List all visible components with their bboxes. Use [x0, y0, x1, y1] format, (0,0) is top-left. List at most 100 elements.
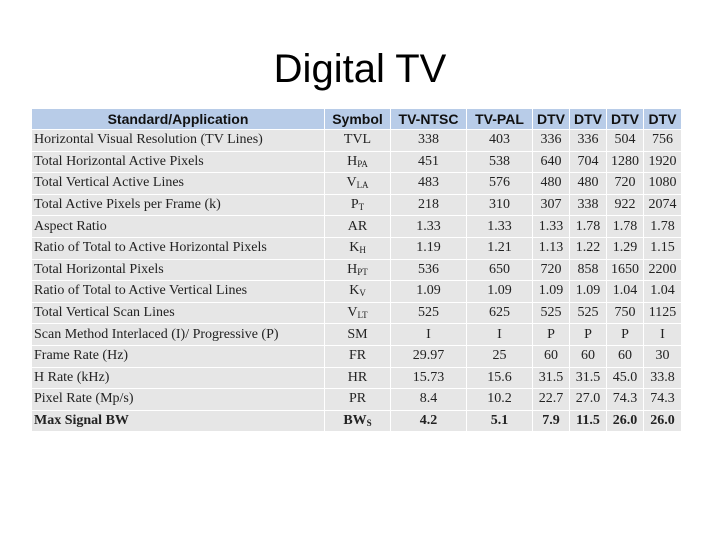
row-symbol: VLT — [325, 302, 390, 324]
symbol-text: H — [347, 153, 358, 169]
row-value: 720 — [607, 173, 643, 194]
row-value: 640 — [533, 151, 569, 173]
table-row: Pixel Rate (Mp/s) PR 8.4 10.2 22.7 27.0 74.3 74… — [32, 389, 681, 410]
symbol-text: FR — [348, 348, 367, 364]
row-value: 756 — [644, 130, 681, 151]
row-symbol: BWS — [325, 410, 390, 432]
row-value: 1.33 — [391, 216, 466, 237]
row-value: 704 — [570, 151, 606, 173]
row-symbol: FR — [325, 345, 390, 367]
row-value: 538 — [467, 151, 532, 173]
row-symbol: HPT — [325, 259, 390, 281]
row-value: 536 — [391, 259, 466, 281]
row-value: 1.78 — [570, 216, 606, 237]
row-value: 336 — [570, 130, 606, 151]
row-value: 1.13 — [533, 237, 569, 259]
symbol-subscript: PA — [357, 158, 368, 169]
table-body: Horizontal Visual Resolution (TV Lines) T… — [32, 130, 681, 432]
row-value: 307 — [533, 194, 569, 216]
row-value: 1.04 — [607, 281, 643, 302]
row-value: 1.33 — [533, 216, 569, 237]
row-value: 5.1 — [467, 410, 532, 432]
row-label: Max Signal BW — [32, 410, 324, 432]
row-value: 74.3 — [644, 389, 681, 410]
row-value: 218 — [391, 194, 466, 216]
row-value: 60 — [533, 345, 569, 367]
row-value: 922 — [607, 194, 643, 216]
symbol-subscript: LT — [357, 310, 368, 321]
row-value: 8.4 — [391, 389, 466, 410]
row-label: Total Vertical Active Lines — [32, 173, 324, 194]
row-value: 480 — [570, 173, 606, 194]
row-value: 625 — [467, 302, 532, 324]
row-value: 60 — [570, 345, 606, 367]
row-value: 1080 — [644, 173, 681, 194]
row-value: 1.78 — [607, 216, 643, 237]
symbol-subscript: V — [359, 288, 366, 299]
header-dtv-1: DTV — [533, 109, 569, 129]
table-row: Max Signal BW BWS 4.2 5.1 7.9 11.5 26.0 26.0 — [32, 410, 681, 432]
row-value: 7.9 — [533, 410, 569, 432]
row-label: Total Horizontal Pixels — [32, 259, 324, 281]
row-symbol: SM — [325, 324, 390, 345]
table-row: Total Horizontal Active Pixels HPA 451 538 6… — [32, 151, 681, 173]
row-value: 1.09 — [391, 281, 466, 302]
row-label: H Rate (kHz) — [32, 367, 324, 389]
header-dtv-4: DTV — [644, 109, 681, 129]
row-value: 336 — [533, 130, 569, 151]
symbol-subscript: T — [358, 202, 365, 213]
row-value: 1.22 — [570, 237, 606, 259]
row-value: 26.0 — [607, 410, 643, 432]
symbol-text: PR — [348, 391, 367, 407]
row-value: 1.19 — [391, 237, 466, 259]
table-header-row: Standard/Application Symbol TV-NTSC TV-P… — [32, 109, 681, 129]
symbol-subscript: S — [366, 418, 372, 429]
symbol-text: K — [349, 283, 360, 299]
row-value: 25 — [467, 345, 532, 367]
row-value: 338 — [391, 130, 466, 151]
row-value: 60 — [607, 345, 643, 367]
header-standard: Standard/Application — [32, 109, 324, 129]
row-value: 576 — [467, 173, 532, 194]
row-value: 45.0 — [607, 367, 643, 389]
table-row: Scan Method Interlaced (I)/ Progressive … — [32, 324, 681, 345]
header-dtv-2: DTV — [570, 109, 606, 129]
row-value: 15.73 — [391, 367, 466, 389]
row-symbol: HR — [325, 367, 390, 389]
row-value: 338 — [570, 194, 606, 216]
row-value: 1.21 — [467, 237, 532, 259]
row-value: P — [607, 324, 643, 345]
row-value: 480 — [533, 173, 569, 194]
table-row: Ratio of Total to Active Horizontal Pixe… — [32, 237, 681, 259]
symbol-subscript: PT — [357, 266, 368, 277]
row-label: Scan Method Interlaced (I)/ Progressive … — [32, 324, 324, 345]
row-value: 1.33 — [467, 216, 532, 237]
symbol-subscript: LA — [356, 180, 369, 191]
table-row: H Rate (kHz) HR 15.73 15.6 31.5 31.5 45.0 33.8 — [32, 367, 681, 389]
symbol-subscript: H — [359, 245, 366, 256]
row-symbol: TVL — [325, 130, 390, 151]
row-value: 1.78 — [644, 216, 681, 237]
row-value: 33.8 — [644, 367, 681, 389]
row-value: 11.5 — [570, 410, 606, 432]
header-dtv-3: DTV — [607, 109, 643, 129]
row-value: 720 — [533, 259, 569, 281]
row-value: 30 — [644, 345, 681, 367]
row-value: I — [391, 324, 466, 345]
symbol-text: BW — [343, 413, 367, 429]
row-label: Ratio of Total to Active Horizontal Pixe… — [32, 237, 324, 259]
row-value: P — [570, 324, 606, 345]
row-value: 525 — [533, 302, 569, 324]
row-label: Total Active Pixels per Frame (k) — [32, 194, 324, 216]
row-value: 27.0 — [570, 389, 606, 410]
header-tv-ntsc: TV-NTSC — [391, 109, 466, 129]
row-value: 504 — [607, 130, 643, 151]
header-symbol: Symbol — [325, 109, 390, 129]
row-value: 2200 — [644, 259, 681, 281]
row-label: Ratio of Total to Active Vertical Lines — [32, 281, 324, 302]
symbol-text: H — [347, 261, 358, 277]
row-value: 525 — [570, 302, 606, 324]
row-value: 29.97 — [391, 345, 466, 367]
table-row: Aspect Ratio AR 1.33 1.33 1.33 1.78 1.78 1.78 — [32, 216, 681, 237]
